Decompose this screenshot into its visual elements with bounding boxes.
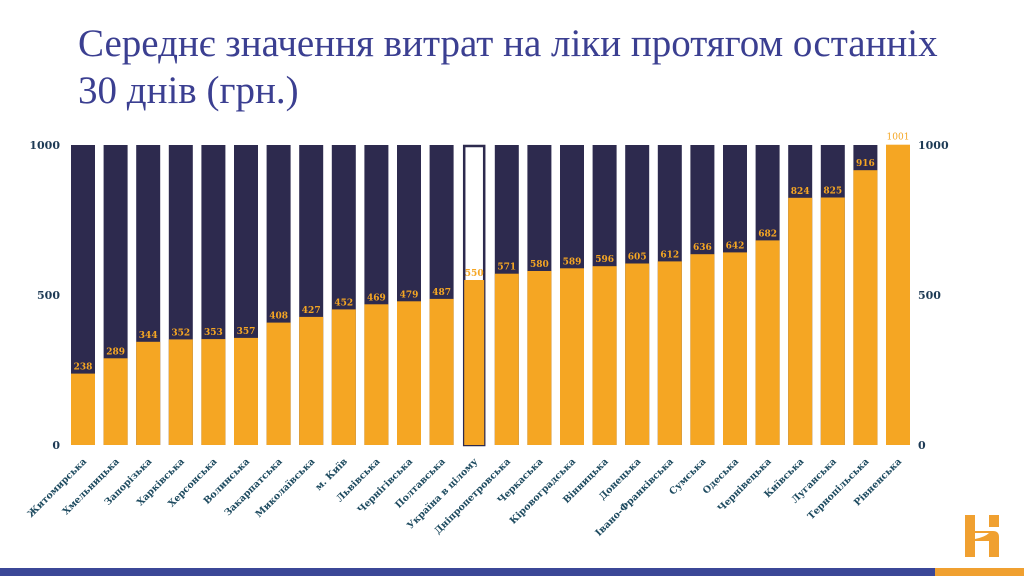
data-label: 487 [432,288,451,298]
bar-value [103,358,128,445]
data-label: 352 [171,328,190,338]
logo-icon [965,515,999,557]
bar-value [723,252,747,445]
bar-value [886,144,910,445]
data-label: 916 [856,159,875,169]
bar-value [429,298,454,445]
data-label: 452 [334,298,353,308]
bar-value [560,268,584,445]
data-label: 469 [367,293,386,303]
y-tick-right: 0 [918,439,926,452]
bar-value [136,341,161,445]
data-label: 571 [497,263,516,273]
data-label: 589 [563,257,582,267]
bar-value [755,240,780,445]
data-label: 636 [693,243,712,253]
bar-value [71,373,95,445]
bar-value [494,273,519,445]
data-label: 353 [204,328,223,338]
bar-value [201,339,226,445]
x-tick-label: Тернопільська [806,456,872,522]
y-tick-left: 500 [37,289,60,302]
data-label: 580 [530,260,549,270]
bar-value [788,197,813,445]
bar-value [820,197,845,445]
bar-value [464,280,485,445]
data-label: 605 [628,253,647,263]
data-label: 357 [237,327,256,337]
data-label: 1001 [887,133,910,143]
bar-value [853,170,878,445]
bar-value [364,304,389,445]
bar-value [299,316,324,445]
data-label: 596 [595,255,614,265]
footer-bar-orange [935,568,1024,576]
bar-value [625,263,650,445]
data-label: 825 [823,187,842,197]
data-label: 408 [269,312,288,322]
x-tick-label: Закарпатська [223,456,285,518]
y-tick-right: 500 [918,289,941,302]
bar-value [168,339,193,445]
bar-value [331,309,356,445]
data-label: 289 [106,347,125,357]
data-label: 682 [758,229,777,239]
bar-value [397,301,421,445]
bar-value [527,271,552,445]
bar-value [592,266,617,445]
data-label: 427 [302,306,321,316]
data-label: 612 [660,250,679,260]
slide-title: Середнє значення витрат на ліки протягом… [78,22,938,112]
data-label: 344 [139,331,158,341]
y-tick-left: 1000 [29,139,60,152]
y-tick-right: 1000 [918,139,949,152]
bar-value [234,337,258,445]
footer-bar-navy [0,568,935,576]
data-label: 824 [791,187,810,197]
bar-value [657,261,682,445]
bar-value [266,322,291,445]
x-tick-label: Хмельницька [61,456,122,517]
data-label: 238 [74,363,93,373]
y-tick-left: 0 [52,439,60,452]
data-label: 479 [400,290,419,300]
data-label: 550 [465,269,484,279]
x-tick-label: Миколаївська [254,456,318,520]
data-label: 642 [726,241,745,251]
x-tick-label: Житомирська [26,456,90,520]
bar-value [690,254,715,445]
